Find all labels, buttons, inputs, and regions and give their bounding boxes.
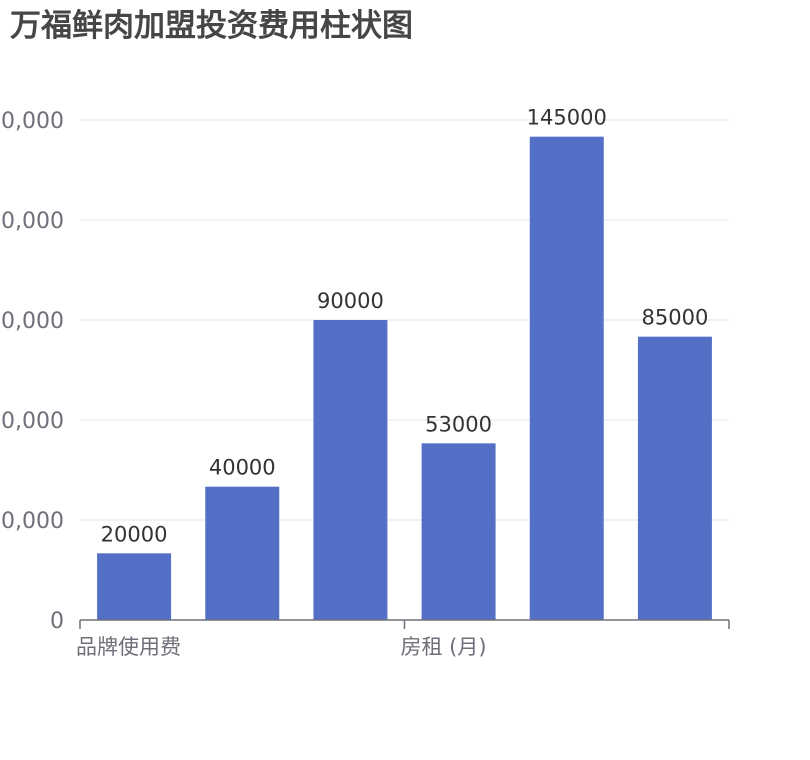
y-tick-label: 90,000 xyxy=(0,309,64,334)
x-tick-label: 房租 (月) xyxy=(401,635,487,659)
bar xyxy=(421,443,496,620)
y-tick-label: 150,000 xyxy=(0,109,64,134)
data-labels: 20000 40000 90000 53000 145000 85000 xyxy=(101,106,709,547)
y-tick-label: 30,000 xyxy=(0,509,64,534)
bars xyxy=(97,136,712,620)
bar xyxy=(313,320,388,620)
bar-value-label: 53000 xyxy=(425,412,492,436)
bar-value-label: 40000 xyxy=(209,456,276,480)
x-axis: 品牌使用费 房租 (月) xyxy=(76,619,730,659)
x-tick-label: 品牌使用费 xyxy=(76,635,181,659)
y-axis-tick-labels: 0 30,000 60,000 90,000 120,000 150,000 xyxy=(0,109,64,634)
y-tick-label: 60,000 xyxy=(0,409,64,434)
chart-title: 万福鲜肉加盟投资费用柱状图 xyxy=(10,8,413,44)
bar xyxy=(529,136,604,620)
y-tick-label: 120,000 xyxy=(0,209,64,234)
y-tick-label: 0 xyxy=(50,609,64,634)
bar xyxy=(205,486,280,620)
bar-value-label: 20000 xyxy=(101,522,168,546)
bar xyxy=(637,336,712,620)
bar xyxy=(97,553,172,620)
bar-value-label: 145000 xyxy=(527,106,607,130)
bar-value-label: 85000 xyxy=(642,306,709,330)
bar-value-label: 90000 xyxy=(317,289,384,313)
gridlines xyxy=(80,119,729,521)
